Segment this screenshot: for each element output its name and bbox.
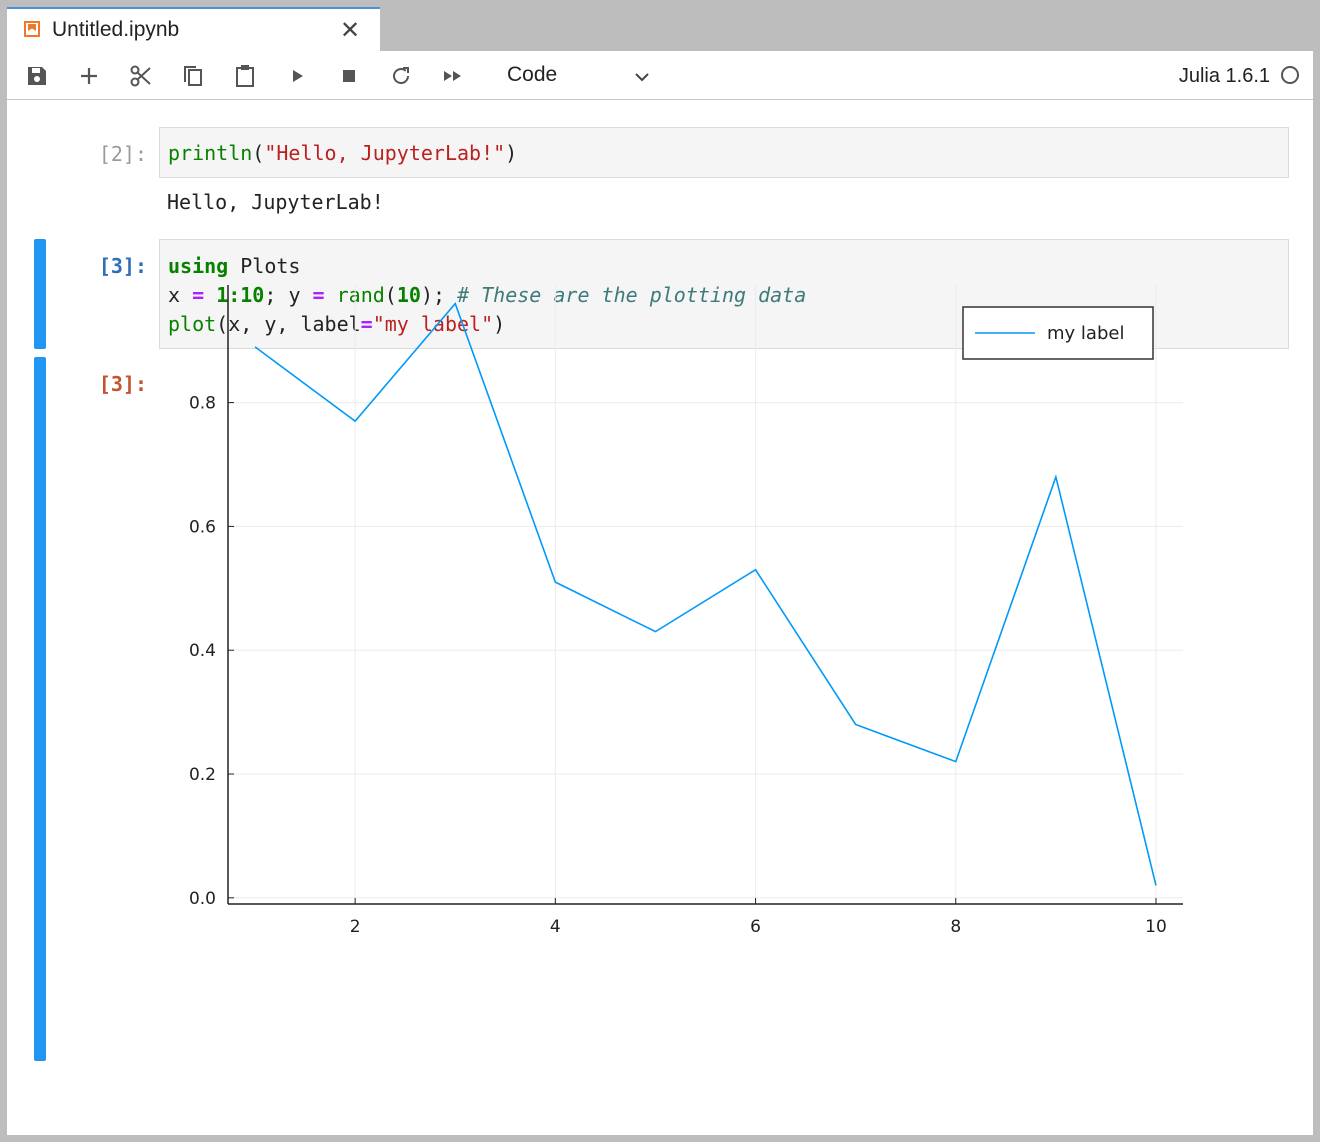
y-tick-label: 0.2	[189, 765, 216, 785]
add-cell-button[interactable]	[76, 63, 102, 89]
x-tick-label: 8	[950, 917, 961, 937]
save-button[interactable]	[24, 63, 50, 89]
paste-icon	[236, 65, 254, 87]
code-line: plot(x, y, label="my label")	[168, 312, 506, 336]
code-line: x = 1:10; y = rand(10); # These are the …	[168, 283, 807, 307]
close-icon[interactable]: ✕	[340, 17, 361, 44]
output-collapser[interactable]	[34, 357, 46, 1061]
stop-icon	[343, 70, 355, 82]
fast-forward-icon	[444, 71, 461, 81]
plus-icon	[81, 68, 97, 84]
y-tick-label: 0.6	[189, 517, 216, 537]
code-line: println("Hello, JupyterLab!")	[168, 141, 518, 165]
x-tick-label: 2	[350, 917, 361, 937]
run-button[interactable]	[284, 63, 310, 89]
notebook-tab[interactable]: Untitled.ipynb ✕	[7, 7, 380, 51]
y-tick-label: 0.0	[189, 889, 216, 909]
notebook-toolbar: Code Julia 1.6.1	[7, 51, 1313, 100]
cell-input-prompt: [3]:	[98, 254, 147, 278]
cell-output-text: Hello, JupyterLab!	[167, 190, 384, 214]
legend-label: my label	[1047, 323, 1124, 344]
input-collapser[interactable]	[34, 239, 46, 349]
code-editor[interactable]: println("Hello, JupyterLab!")	[159, 127, 1289, 178]
kernel-status-icon	[1281, 66, 1299, 84]
copy-button[interactable]	[180, 63, 206, 89]
cut-button[interactable]	[128, 63, 154, 89]
x-tick-label: 4	[550, 917, 561, 937]
run-all-button[interactable]	[440, 63, 466, 89]
copy-icon	[184, 66, 202, 86]
notebook-panel: [2]: println("Hello, JupyterLab!") Hello…	[7, 100, 1313, 1135]
kernel-name[interactable]: Julia 1.6.1	[1178, 65, 1270, 87]
line-chart: 2 4 6 8 10 0.0 0.2 0.4 0.6 0.8 my label	[189, 285, 1183, 937]
chevron-down-icon[interactable]	[634, 69, 650, 87]
y-tick-label: 0.8	[189, 394, 216, 414]
save-icon	[28, 67, 46, 85]
cell-output-prompt: [3]:	[98, 372, 147, 396]
notebook-icon	[24, 21, 40, 37]
scissors-icon	[130, 65, 151, 87]
notebook-window: Untitled.ipynb ✕ Code	[7, 7, 1313, 1135]
paste-button[interactable]	[232, 63, 258, 89]
x-tick-label: 6	[750, 917, 761, 937]
x-tick-label: 10	[1145, 917, 1167, 937]
refresh-icon	[393, 67, 409, 84]
cell-type-select[interactable]: Code	[507, 63, 558, 86]
series-line	[254, 301, 1157, 886]
play-icon	[293, 70, 303, 82]
tab-title: Untitled.ipynb	[52, 18, 180, 41]
code-line: using Plots	[168, 254, 301, 278]
y-tick-label: 0.4	[189, 641, 216, 661]
interrupt-button[interactable]	[336, 63, 362, 89]
restart-button[interactable]	[388, 63, 414, 89]
cell-input-prompt: [2]:	[98, 142, 147, 166]
